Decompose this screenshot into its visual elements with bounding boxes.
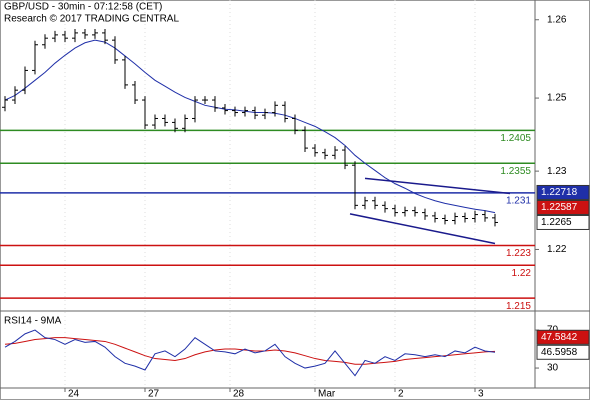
price-label: 1.2265 (541, 217, 572, 228)
price-label-box (536, 214, 590, 230)
price-label-box (536, 199, 590, 215)
moving-average (4, 39, 496, 214)
level-label: 1.215 (506, 301, 531, 312)
y-tick-label: 1.23 (547, 166, 567, 177)
price-label-box (536, 184, 590, 200)
trendline (349, 213, 496, 245)
x-tick-label: 24 (68, 389, 80, 400)
chart-subtitle: Research © 2017 TRADING CENTRAL (4, 14, 179, 25)
level-label: 1.2355 (500, 166, 531, 177)
level-label: 1.2405 (500, 133, 531, 144)
chart-title: GBP/USD - 30min - 07:12:58 (CET) (4, 2, 162, 13)
rsi (4, 329, 496, 377)
trendline (364, 177, 511, 195)
rsi-label-box (536, 329, 590, 345)
price-label: 1.22587 (541, 202, 578, 213)
y-tick-label: 1.26 (547, 14, 567, 25)
rsi-title: RSI14 - 9MA (4, 316, 62, 327)
rsi-tick-label: 30 (547, 363, 559, 374)
x-tick-label: 2 (398, 389, 404, 400)
level-label: 1.231 (506, 195, 531, 206)
rsi-label: 46.5958 (541, 347, 578, 358)
x-tick-label: 27 (148, 389, 160, 400)
price-label: 1.22718 (541, 187, 578, 198)
level-label: 1.223 (506, 248, 531, 259)
x-tick-label: 28 (233, 389, 245, 400)
x-tick-label: 3 (478, 389, 484, 400)
y-tick-label: 1.25 (547, 93, 567, 104)
y-tick-label: 1.22 (547, 244, 567, 255)
rsi-label: 47.5842 (541, 332, 578, 343)
rsi-label-box (536, 344, 590, 360)
level-label: 1.22 (512, 268, 532, 279)
x-tick-label: Mar (318, 389, 336, 400)
